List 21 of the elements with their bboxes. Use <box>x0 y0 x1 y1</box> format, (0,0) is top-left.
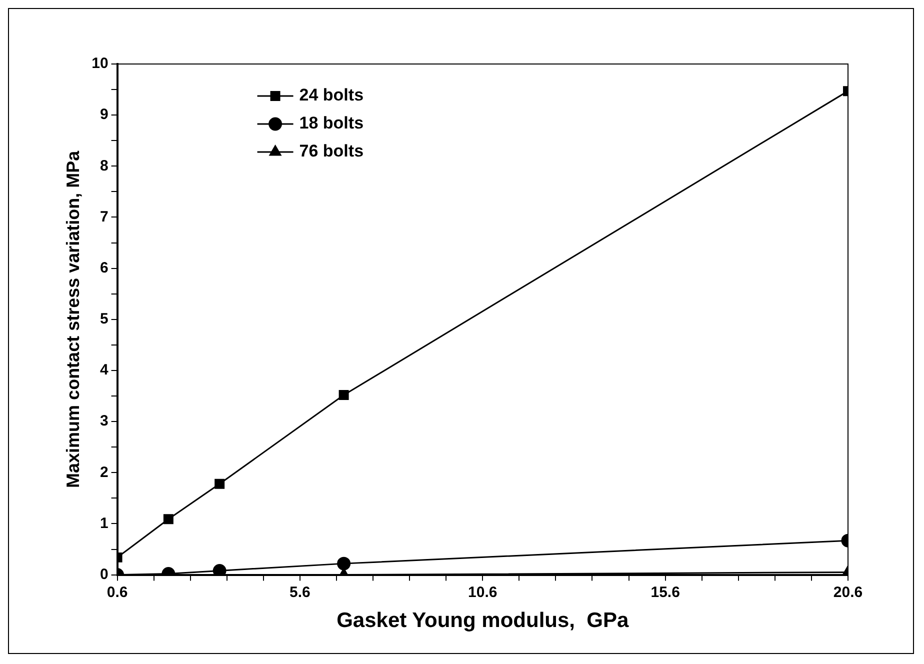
y-tick-label: 7 <box>100 208 108 226</box>
y-tick-label: 2 <box>100 464 108 481</box>
x-tick-label: 20.6 <box>833 584 863 601</box>
y-tick-label: 10 <box>92 55 108 72</box>
legend-label: 18 bolts <box>299 114 364 133</box>
x-axis-title: Gasket Young modulus, GPa <box>336 609 630 632</box>
y-tick-label: 0 <box>100 566 108 583</box>
legend-label: 76 bolts <box>299 142 364 161</box>
y-tick-label: 9 <box>100 106 108 124</box>
x-tick-label: 15.6 <box>650 584 680 601</box>
y-tick-label: 3 <box>100 412 108 430</box>
y-tick-label: 6 <box>100 259 108 276</box>
y-tick-label: 5 <box>100 310 108 328</box>
legend-label: 24 bolts <box>299 86 364 105</box>
x-tick-label: 0.6 <box>106 584 128 601</box>
y-tick-label: 8 <box>100 157 108 174</box>
y-tick-label: 4 <box>100 362 109 379</box>
y-axis-title: Maximum contact stress variation, MPa <box>62 150 83 488</box>
x-tick-label: 10.6 <box>468 584 498 601</box>
x-tick-label: 5.6 <box>290 584 310 601</box>
y-tick-label: 1 <box>100 514 108 532</box>
